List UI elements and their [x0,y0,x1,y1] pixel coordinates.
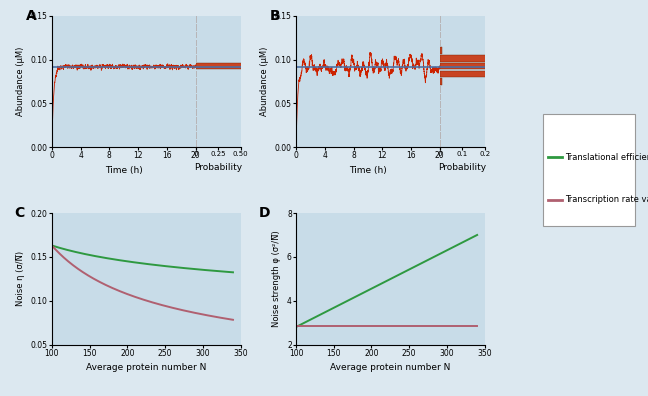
FancyBboxPatch shape [543,114,635,226]
Text: D: D [259,206,270,221]
X-axis label: Average protein number N: Average protein number N [330,363,450,372]
Text: A: A [26,9,37,23]
Y-axis label: Abundance (μM): Abundance (μM) [16,47,25,116]
X-axis label: Time (h): Time (h) [105,166,143,175]
Bar [440,63,552,69]
X-axis label: Probability: Probability [438,163,486,172]
X-axis label: Average protein number N: Average protein number N [86,363,206,372]
Text: Transcription rate varied: Transcription rate varied [564,195,648,204]
Bar [440,70,498,77]
X-axis label: Probability: Probability [194,163,242,172]
Y-axis label: Noise strength φ (σ²/N̅): Noise strength φ (σ²/N̅) [272,230,281,327]
Text: B: B [270,9,281,23]
Text: C: C [14,206,25,221]
Y-axis label: Abundance (μM): Abundance (μM) [260,47,270,116]
X-axis label: Time (h): Time (h) [349,166,387,175]
Y-axis label: Noise η (σ/N̅): Noise η (σ/N̅) [16,251,25,307]
Bar [440,48,442,54]
Bar [196,63,285,69]
Bar [440,55,490,62]
Bar [440,78,442,85]
Text: Translational efficiency varied: Translational efficiency varied [564,153,648,162]
